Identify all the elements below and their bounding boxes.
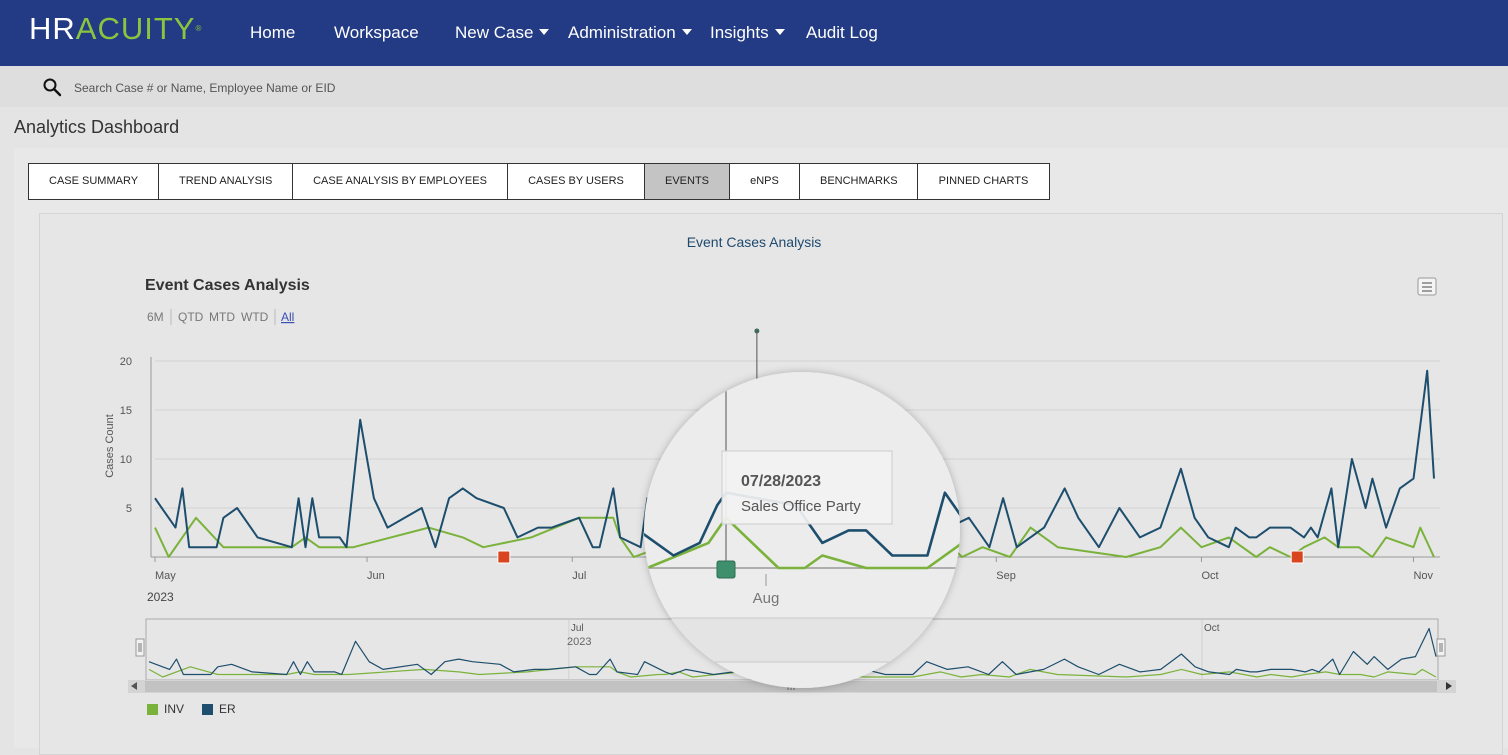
navigator-tick-label: Jul [571, 623, 584, 634]
nav-new-case[interactable]: New Case [455, 22, 550, 44]
navigator-handle-right[interactable] [1436, 638, 1446, 657]
tab-benchmarks[interactable]: BENCHMARKS [800, 164, 918, 199]
tab-events[interactable]: EVENTS [645, 164, 730, 199]
legend-item-er[interactable]: ER [202, 702, 236, 716]
arrow-left-icon[interactable] [131, 682, 137, 690]
tab-enps[interactable]: eNPS [730, 164, 800, 199]
legend-swatch [202, 704, 213, 715]
zoom-x-tick-label: Aug [753, 590, 780, 607]
tab-cases-by-users[interactable]: CASES BY USERS [508, 164, 645, 199]
caret-down-icon [539, 28, 550, 35]
nav-audit-log[interactable]: Audit Log [806, 22, 878, 44]
y-tick-label: 5 [126, 503, 132, 515]
card-title: Event Cases Analysis [686, 234, 822, 250]
range-button-mtd[interactable]: MTD [209, 310, 235, 324]
event-flag-icon[interactable] [716, 560, 736, 579]
handle-body [1436, 638, 1446, 657]
event-cases-chart: Event Cases Analysis 6M QTD MTD WTD All 5 10 15 2… [104, 277, 1456, 716]
zoom-series-line-inv [644, 516, 960, 570]
nav-administration-label: Administration [568, 23, 676, 42]
tab-pinned-charts[interactable]: PINNED CHARTS [938, 175, 1029, 187]
range-button-all[interactable]: All [281, 310, 294, 324]
hamburger-menu-icon[interactable] [1417, 277, 1437, 296]
navigator-handle-left[interactable] [135, 638, 145, 657]
tooltip-box [721, 450, 893, 525]
tooltip-event-name: Sales Office Party [741, 498, 861, 515]
flag-top-dot [754, 328, 760, 334]
legend-item-inv[interactable]: INV [147, 702, 184, 716]
event-tooltip: 07/28/2023 Sales Office Party [721, 450, 893, 525]
logo-trademark: ® [195, 24, 203, 33]
legend-swatch [147, 704, 158, 715]
navigator-year-label: 2023 [567, 636, 591, 648]
nav-new-case-label: New Case [455, 23, 534, 42]
top-navigation-bar [0, 0, 1508, 66]
chart-title: Event Cases Analysis [145, 277, 310, 294]
x-tick-label: Sep [996, 570, 1016, 582]
nav-insights[interactable]: Insights [710, 22, 785, 44]
nav-insights-label: Insights [710, 23, 769, 42]
logo-acuity: ACUITY [75, 11, 196, 46]
tooltip-date: 07/28/2023 [741, 473, 821, 490]
x-tick-label: Oct [1201, 570, 1218, 582]
event-flag-icon[interactable] [497, 550, 511, 564]
hracuity-logo[interactable]: HRACUITY® [29, 12, 202, 46]
y-tick-label: 20 [120, 356, 132, 368]
range-button-6m[interactable]: 6M [147, 310, 164, 324]
y-axis-title: Cases Count [104, 414, 116, 478]
event-flag-icon[interactable] [1290, 550, 1304, 564]
year-label: 2023 [147, 590, 174, 604]
navigator-tick-label: Oct [1204, 623, 1220, 634]
tab-case-summary[interactable]: CASE SUMMARY [29, 164, 159, 199]
nav-audit-log-label: Audit Log [806, 23, 878, 42]
nav-administration[interactable]: Administration [568, 22, 692, 44]
x-tick-label: Jun [367, 570, 385, 582]
range-button-wtd[interactable]: WTD [241, 310, 269, 324]
nav-home[interactable]: Home [250, 22, 295, 44]
logo-hr: HR [29, 11, 76, 46]
caret-down-icon [774, 28, 785, 35]
x-tick-label: Nov [1413, 570, 1433, 582]
dashboard-tabs: CASE SUMMARY TREND ANALYSIS CASE ANALYSI… [28, 163, 1050, 200]
arrow-right-icon[interactable] [1446, 682, 1452, 690]
x-tick-label: Jul [572, 570, 586, 582]
page-title: Analytics Dashboard [14, 117, 180, 137]
nav-workspace[interactable]: Workspace [334, 22, 419, 44]
legend-label: INV [164, 702, 184, 716]
search-input[interactable] [72, 76, 676, 100]
y-tick-label: 15 [120, 405, 132, 417]
legend-label: ER [219, 702, 236, 716]
nav-home-label: Home [250, 23, 296, 42]
tab-trend-analysis[interactable]: TREND ANALYSIS [159, 164, 293, 199]
y-tick-label: 10 [120, 454, 132, 466]
nav-workspace-label: Workspace [334, 23, 419, 42]
caret-down-icon [681, 28, 692, 35]
handle-body [135, 638, 145, 657]
search-icon[interactable] [42, 77, 62, 97]
range-button-qtd[interactable]: QTD [178, 310, 204, 324]
x-tick-label: May [155, 570, 176, 582]
tab-case-analysis-by-employees[interactable]: CASE ANALYSIS BY EMPLOYEES [293, 164, 508, 199]
